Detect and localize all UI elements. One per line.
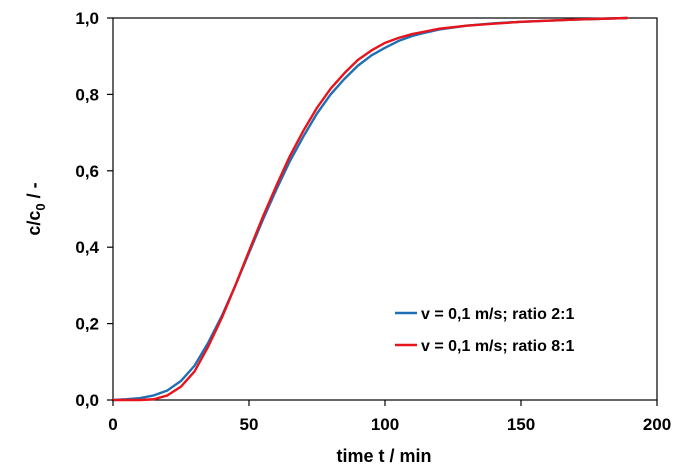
y-tick-label: 0,4	[75, 238, 99, 257]
y-axis-title-suffix: / -	[24, 182, 44, 203]
x-tick-label: 150	[507, 415, 535, 434]
series-line-2	[111, 16, 629, 402]
legend-label-2: v = 0,1 m/s; ratio 8:1	[421, 338, 575, 355]
x-axis-title: time t / min	[336, 446, 431, 466]
y-tick-label: 0,8	[75, 85, 99, 104]
y-axis-title-main: c/c	[24, 211, 44, 236]
plot-area	[112, 17, 658, 401]
y-tick-label: 1,0	[75, 9, 99, 28]
x-tick-label: 200	[643, 415, 671, 434]
y-axis-title: c/c0 / -	[24, 182, 48, 235]
x-tick-label: 0	[108, 415, 117, 434]
y-axis-title-subscript: 0	[33, 203, 48, 210]
legend: v = 0,1 m/s; ratio 2:1 v = 0,1 m/s; ratio…	[395, 306, 575, 355]
x-tick-label: 100	[371, 415, 399, 434]
plot-frame	[112, 17, 658, 401]
x-tick-label: 50	[240, 415, 259, 434]
y-tick-label: 0,2	[75, 315, 99, 334]
legend-label-1: v = 0,1 m/s; ratio 2:1	[421, 306, 575, 323]
y-tick-label: 0,6	[75, 162, 99, 181]
series-layer	[111, 16, 629, 402]
ticks-layer: 0 50 100 150 200 0,0 0,2 0,4 0,6 0,8 1,0	[75, 9, 671, 434]
y-tick-label: 0,0	[75, 391, 99, 410]
